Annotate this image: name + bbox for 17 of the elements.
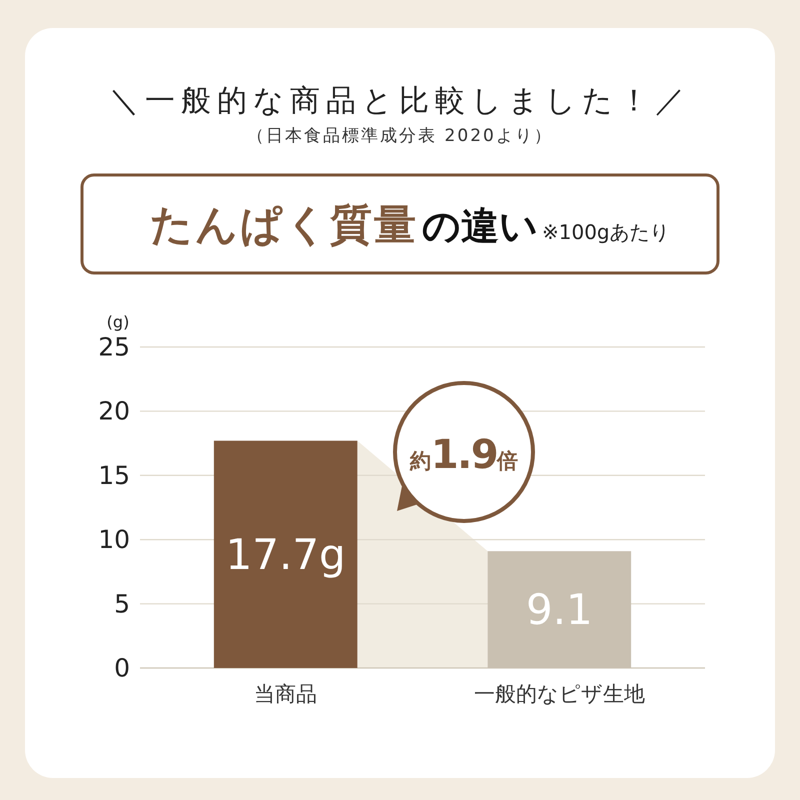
- text: の違い: [422, 204, 538, 248]
- y-tick-label: 10: [98, 525, 130, 554]
- chart-title: ＼一般的な商品と比較しました！／: [109, 84, 691, 118]
- y-tick-label: 20: [98, 396, 130, 426]
- data-label: 9.1: [526, 585, 593, 634]
- text: ※100gあたり: [542, 220, 670, 244]
- text: たんぱく質量: [150, 200, 418, 249]
- y-tick-label: 15: [98, 460, 130, 490]
- y-tick-label: 5: [114, 589, 130, 618]
- y-axis-title: (g): [106, 312, 130, 332]
- x-tick-label: 当商品: [254, 682, 318, 706]
- x-tick-label: 一般的なピザ生地: [474, 682, 645, 706]
- y-tick-label: 0: [114, 654, 130, 682]
- chart-subtitle: （日本食品標準成分表 2020より）: [247, 126, 553, 146]
- data-label: 17.7g: [226, 530, 346, 579]
- y-tick-label: 25: [98, 332, 130, 362]
- annotation: 約1.9倍: [408, 432, 518, 478]
